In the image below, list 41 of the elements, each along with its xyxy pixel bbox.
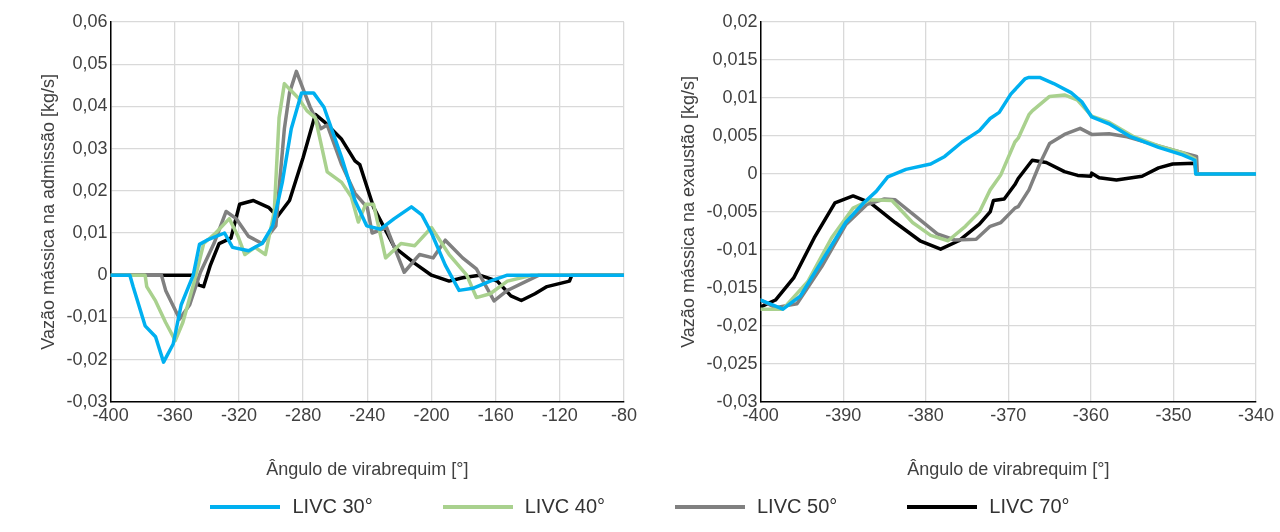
y-tick-label: 0,01	[72, 221, 108, 242]
x-axis-title: Ângulo de virabrequim [°]	[907, 459, 1110, 480]
y-tick-label: -0,025	[706, 352, 758, 373]
y-axis-title: Vazão mássica na admissão [kg/s]	[37, 74, 58, 350]
y-tick-label: -0,01	[66, 306, 108, 327]
x-tick-label: -160	[477, 404, 514, 425]
x-tick-label: -280	[285, 404, 322, 425]
legend-label: LIVC 50°	[757, 495, 838, 518]
y-tick-label: 0,04	[72, 95, 108, 116]
y-tick-label: -0,02	[66, 348, 108, 369]
legend-label: LIVC 40°	[524, 495, 605, 518]
x-axis-title: Ângulo de virabrequim [°]	[266, 459, 469, 480]
y-axis-title: Vazão mássica na exaustão [kg/s]	[677, 75, 698, 348]
x-tick-label: -360	[1072, 404, 1109, 425]
y-tick-label: 0	[747, 162, 758, 183]
x-tick-label: -340	[1237, 404, 1275, 425]
y-tick-label: 0,05	[72, 53, 108, 74]
y-tick-label: 0,02	[722, 10, 758, 31]
y-tick-label: -0,01	[716, 238, 758, 259]
y-tick-label: 0,005	[712, 124, 758, 145]
y-tick-label: 0,015	[712, 48, 758, 69]
y-tick-label: 0,06	[72, 10, 108, 31]
x-tick-label: -390	[825, 404, 862, 425]
y-tick-label: 0,03	[72, 137, 108, 158]
y-tick-label: 0,02	[72, 179, 108, 200]
legend-label: LIVC 30°	[292, 495, 373, 518]
x-tick-label: -350	[1155, 404, 1192, 425]
y-tick-label: 0	[97, 264, 108, 285]
x-tick-label: -80	[610, 404, 637, 425]
x-tick-label: -370	[990, 404, 1027, 425]
y-tick-label: -0,005	[706, 200, 758, 221]
x-tick-label: -380	[907, 404, 944, 425]
x-tick-label: -120	[541, 404, 578, 425]
x-tick-label: -200	[413, 404, 450, 425]
x-tick-label: -360	[156, 404, 193, 425]
y-tick-label: -0,02	[716, 314, 758, 335]
x-tick-label: -240	[349, 404, 386, 425]
y-tick-label: -0,015	[706, 276, 758, 297]
y-tick-label: 0,01	[722, 86, 758, 107]
x-tick-label: -320	[220, 404, 257, 425]
legend-label: LIVC 70°	[989, 495, 1070, 518]
